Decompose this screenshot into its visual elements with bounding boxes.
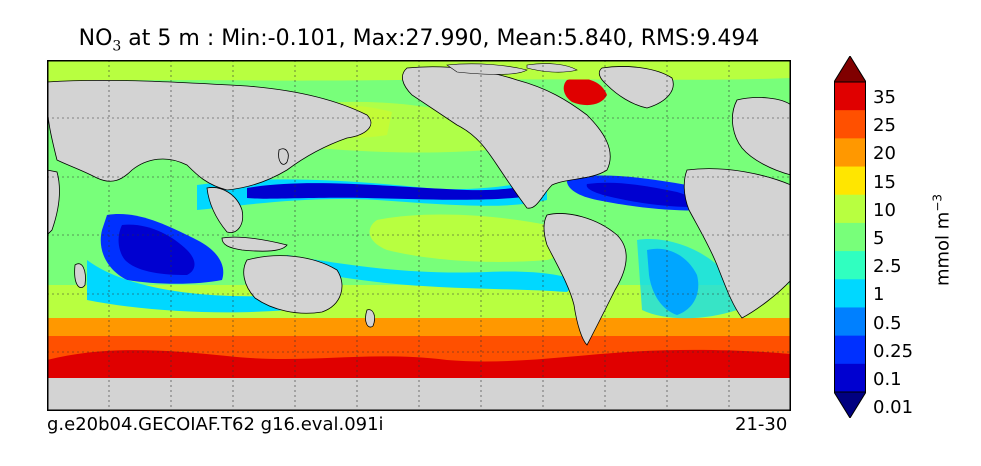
indochina (206, 187, 244, 233)
colorbar-tick-label: 35 (873, 87, 896, 109)
greenland (598, 66, 674, 109)
map-gridlines (47, 60, 791, 411)
colorbar-tick-label: 1 (873, 284, 885, 306)
title-rest: at 5 m : Min:-0.101, Max:27.990, Mean:5.… (121, 26, 760, 51)
colorbar-frame (834, 81, 866, 393)
world-map (47, 60, 791, 411)
title-prefix: NO (78, 26, 113, 51)
colorbar-segment (834, 194, 866, 224)
colorbar-segment (834, 307, 866, 337)
ocean-sub-southern-band (47, 318, 791, 338)
eurasia (47, 79, 372, 191)
colorbar-segment (834, 82, 866, 111)
atlantic-south-cyan (637, 239, 737, 319)
colorbar-segment (834, 251, 866, 280)
colorbar-tick-label: 25 (873, 115, 896, 137)
units-exponent: −3 (930, 193, 945, 212)
colorbar-segment (834, 222, 866, 252)
equatorial-pacific-green (369, 214, 562, 262)
madagascar (74, 263, 86, 289)
colorbar (834, 56, 866, 418)
australia (243, 255, 343, 314)
colorbar-tick-label: 10 (873, 199, 896, 221)
colorbar-tick-label: 15 (873, 171, 896, 193)
indian-ocean-deep (118, 224, 195, 275)
new-zealand (365, 309, 375, 328)
europe (732, 97, 791, 176)
colorbar-tick-label: 5 (873, 228, 885, 249)
arctic-islands (446, 63, 578, 75)
africa-west-wrap (47, 169, 60, 236)
title-subscript: 3 (112, 38, 122, 55)
colorbar-extend-max (834, 56, 866, 83)
colorbar-tick-label: 2.5 (873, 256, 902, 278)
south-pacific-cyan (287, 255, 577, 292)
north-america (402, 66, 611, 209)
map-title: NO3 at 5 m : Min:-0.101, Max:27.990, Mea… (0, 26, 838, 54)
colorbar-tick-label: 0.5 (873, 312, 902, 334)
indian-ocean-cyan (87, 260, 287, 313)
colorbar-tick-label: 20 (873, 143, 896, 165)
colorbar-tick-label: 0.1 (873, 368, 902, 390)
colorbar-units: mmol m−3 (931, 194, 954, 286)
run-id-label: g.e20b04.GECOIAF.T62 g16.eval.091i (47, 414, 384, 435)
indonesia (221, 236, 288, 252)
map-frame (47, 60, 791, 411)
colorbar-segment (834, 138, 866, 168)
hudson-red (563, 78, 607, 106)
units-base: mmol m (932, 211, 954, 287)
colorbar-tick-label: 0.01 (873, 397, 914, 419)
colorbar-segment (834, 363, 866, 393)
colorbar-tick-label: 0.25 (873, 340, 914, 362)
colorbar-extend-min (834, 391, 866, 418)
colorbar-segment (834, 166, 866, 196)
north-pacific-gyre (247, 180, 542, 200)
japan (278, 148, 289, 165)
colorbar-segment (834, 335, 866, 365)
years-label: 21-30 (735, 414, 788, 435)
colorbar-segment (834, 279, 866, 308)
colorbar-segment (834, 110, 866, 139)
south-america (543, 213, 627, 346)
